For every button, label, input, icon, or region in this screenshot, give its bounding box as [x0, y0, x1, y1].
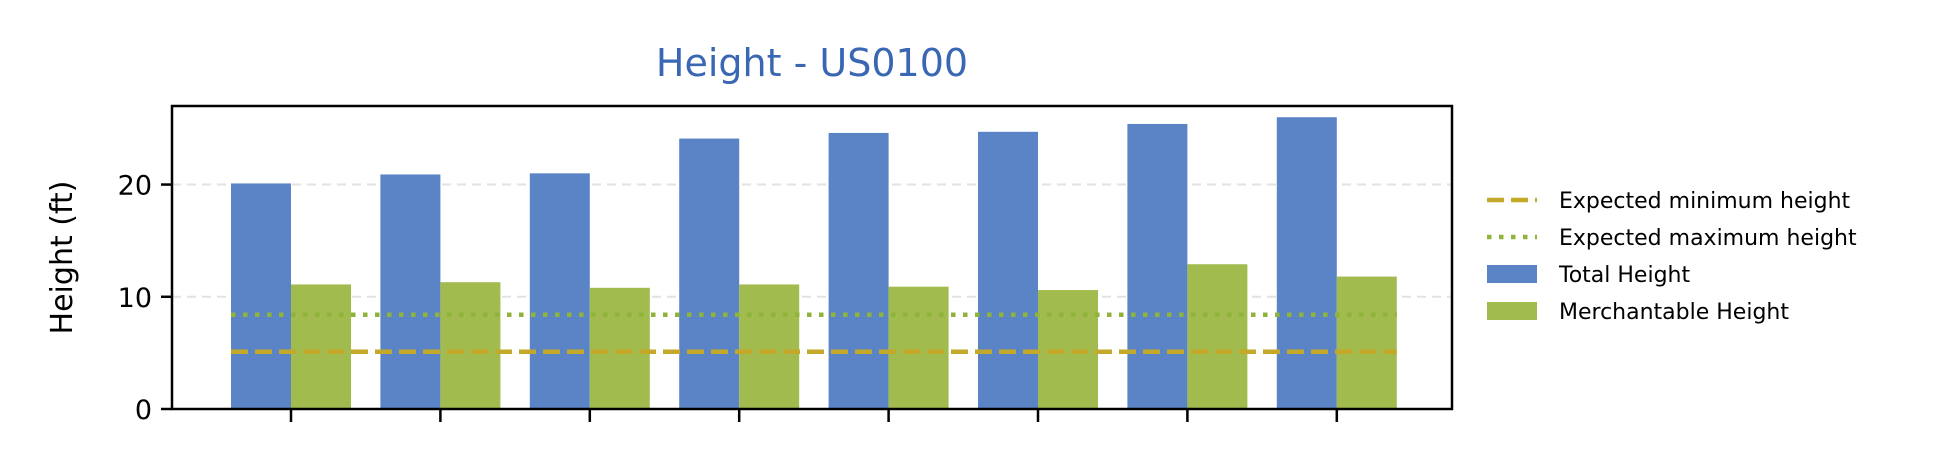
bar-merchantable-height — [888, 286, 949, 409]
bar-merchantable-height — [1336, 276, 1397, 409]
legend-label: Merchantable Height — [1559, 300, 1789, 325]
bar-merchantable-height — [1187, 264, 1248, 409]
y-tick-label: 10 — [118, 283, 152, 314]
legend-swatch — [1487, 302, 1537, 320]
bar-total-height — [679, 138, 740, 410]
bar-total-height — [231, 183, 291, 409]
bar-total-height — [529, 173, 590, 409]
legend-label: Expected maximum height — [1559, 226, 1857, 251]
bar-merchantable-height — [291, 284, 351, 409]
bar-merchantable-height — [739, 284, 800, 409]
legend-label: Total Height — [1558, 263, 1690, 288]
bar-total-height — [1276, 117, 1337, 409]
y-axis-ticks: 0 10 20 — [118, 171, 172, 426]
bar-total-height — [1127, 123, 1188, 409]
x-axis-ticks — [289, 409, 1339, 422]
y-tick-label: 20 — [118, 171, 152, 202]
y-tick-label: 0 — [135, 395, 152, 426]
reference-lines — [231, 312, 1397, 355]
plot-frame — [170, 104, 1454, 411]
bar-total-height — [380, 174, 441, 409]
legend: Expected minimum height Expected maximum … — [1487, 189, 1857, 325]
grid-lines — [172, 183, 1452, 298]
bar-merchantable-height — [589, 287, 650, 409]
legend-label: Expected minimum height — [1559, 189, 1851, 214]
bar-total-height — [828, 132, 889, 409]
bars — [231, 117, 1397, 410]
bar-total-height — [978, 131, 1038, 410]
chart-title: Height - US0100 — [656, 41, 968, 85]
y-axis-label: Height (ft) — [45, 181, 80, 335]
bar-merchantable-height — [440, 282, 501, 409]
legend-swatch — [1487, 265, 1537, 283]
